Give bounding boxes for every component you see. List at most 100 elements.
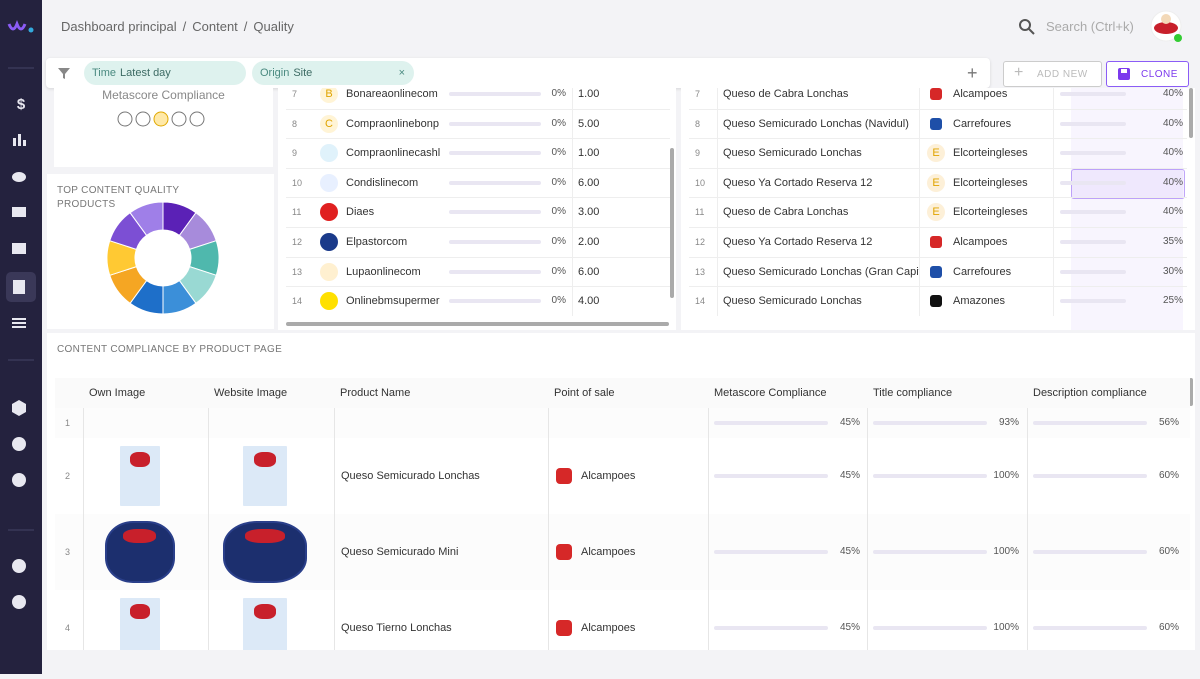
col-divider	[572, 286, 573, 317]
col-divider	[548, 514, 549, 590]
col-divider	[334, 590, 335, 650]
product-image	[117, 444, 162, 508]
column-header: Website Image	[214, 387, 288, 399]
breadcrumb-item[interactable]: Dashboard principal	[61, 19, 177, 34]
row-divider	[689, 138, 1187, 140]
col-divider	[717, 167, 718, 198]
row-index: 13	[292, 266, 303, 277]
save-icon	[1118, 68, 1130, 80]
progress-track	[1060, 121, 1126, 126]
add-new-button[interactable]: + ADD NEW	[1003, 61, 1102, 87]
logo-dot	[28, 27, 34, 33]
nav-icons[interactable]: $	[6, 96, 36, 609]
scrollbar[interactable]	[1189, 378, 1193, 406]
row-index: 3	[65, 547, 71, 557]
col-divider	[572, 227, 573, 257]
percent-label: 45%	[839, 622, 860, 633]
row-divider	[689, 108, 1187, 110]
percent-label: 45%	[839, 546, 860, 557]
logo: E	[927, 173, 945, 192]
table-row	[55, 408, 1190, 439]
col-divider	[572, 108, 573, 139]
remove-chip[interactable]: ×	[398, 67, 405, 79]
donut-chart	[106, 201, 220, 315]
col-divider	[717, 256, 718, 287]
score: 4.00	[578, 295, 600, 308]
progress-track	[1033, 421, 1147, 425]
progress-track	[1060, 240, 1126, 244]
product-image	[104, 521, 175, 583]
product-name: Queso Semicurado Lonchas (Navidul)	[723, 117, 909, 130]
col-divider	[334, 408, 335, 438]
avatar[interactable]	[1150, 10, 1184, 44]
search-icon[interactable]	[1018, 18, 1036, 36]
progress-track	[714, 474, 828, 478]
logo	[927, 88, 945, 103]
percent-label: 100%	[993, 622, 1019, 633]
product-image	[117, 596, 162, 650]
filter-label: Time	[92, 67, 117, 79]
breadcrumb: Dashboard principal / Content / Quality	[61, 19, 294, 35]
clone-button[interactable]: CLONE	[1106, 61, 1189, 87]
breadcrumb-item[interactable]: Content	[192, 19, 238, 34]
col-divider	[572, 88, 573, 109]
product-name: Queso Ya Cortado Reserva 12	[723, 176, 873, 189]
row-divider	[689, 286, 1187, 288]
col-divider	[548, 438, 549, 514]
progress-track	[449, 180, 541, 185]
logo-mark	[930, 236, 942, 248]
percent-label: 0%	[551, 236, 566, 247]
search-input[interactable]: Search (Ctrl+k)	[1046, 19, 1134, 34]
percent-label: 0%	[551, 147, 566, 159]
logo-mark	[930, 117, 942, 130]
scrollbar[interactable]	[670, 148, 674, 298]
percent-label: 0%	[551, 206, 566, 218]
breadcrumb-item[interactable]: Quality	[253, 19, 294, 34]
col-divider	[919, 256, 920, 287]
col-divider	[1053, 108, 1054, 139]
col-divider	[572, 167, 573, 198]
compliance-section: CONTENT COMPLIANCE BY PRODUCT PAGE Own I…	[47, 333, 1195, 650]
image-label	[129, 604, 150, 619]
image-label	[253, 604, 276, 619]
score: 1.00	[578, 147, 600, 160]
filter-label: Origin	[260, 67, 290, 79]
col-divider	[548, 408, 549, 438]
progress-track	[873, 474, 987, 478]
progress-track	[873, 550, 987, 554]
product-name: Queso Semicurado Lonchas	[723, 295, 862, 308]
row-index: 8	[292, 118, 298, 129]
progress-track	[449, 121, 541, 126]
progress-track	[449, 240, 541, 244]
scrollbar[interactable]	[286, 322, 669, 326]
row-divider	[286, 256, 670, 258]
progress-track	[449, 299, 541, 304]
filter-chip[interactable]: Origin Site ×	[252, 61, 414, 85]
progress-track	[1060, 299, 1126, 304]
product-name: Queso Semicurado Lonchas	[341, 470, 480, 482]
filter-icon[interactable]	[57, 66, 71, 80]
image-label	[123, 528, 156, 544]
scrollbar[interactable]	[1189, 88, 1193, 138]
image-label	[244, 528, 285, 544]
col-divider	[717, 227, 718, 257]
column-header: Product Name	[340, 387, 411, 399]
row-index: 12	[292, 237, 303, 247]
percent-label: 40%	[1162, 176, 1183, 188]
retailer-logo	[556, 468, 572, 484]
filter-chip[interactable]: Time Latest day	[84, 61, 246, 85]
column-header: Own Image	[89, 387, 146, 399]
logo	[7, 19, 27, 31]
score: 6.00	[578, 176, 600, 189]
donut-slice[interactable]	[129, 201, 164, 237]
col-divider	[83, 590, 84, 650]
progress-track	[1033, 626, 1147, 630]
col-divider	[919, 108, 920, 139]
add-filter[interactable]: +	[967, 63, 978, 83]
retailer-logo	[556, 620, 572, 636]
product-image	[240, 596, 289, 650]
score: 6.00	[578, 265, 600, 278]
site-name: Condislinecom	[346, 176, 419, 189]
percent-label: 0%	[551, 295, 566, 307]
site-name: Compraonlinebonp	[346, 117, 439, 130]
